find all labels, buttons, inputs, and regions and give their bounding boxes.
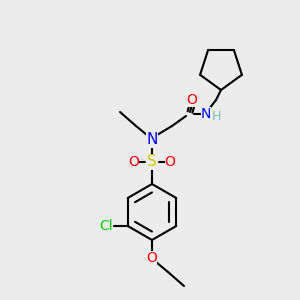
Text: Cl: Cl — [99, 219, 112, 233]
Text: O: O — [165, 155, 176, 169]
Text: O: O — [129, 155, 140, 169]
Text: N: N — [146, 133, 158, 148]
Text: O: O — [147, 251, 158, 265]
Text: H: H — [211, 110, 221, 124]
Text: S: S — [147, 154, 157, 169]
Text: O: O — [187, 93, 197, 107]
Text: N: N — [201, 107, 211, 121]
